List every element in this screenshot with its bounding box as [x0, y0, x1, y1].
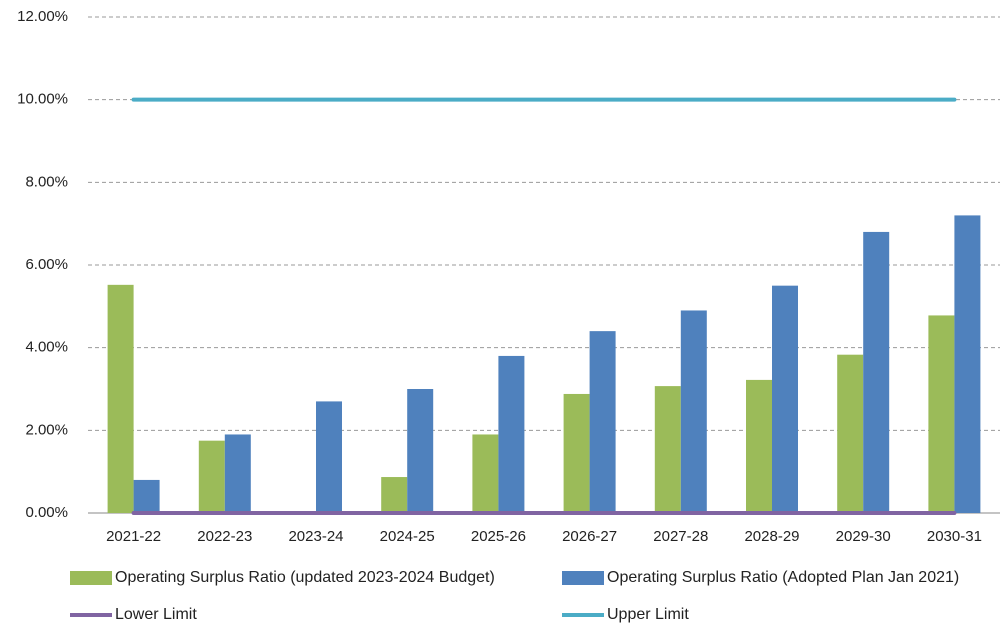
y-tick-label: 2.00% [25, 421, 68, 438]
legend-label: Operating Surplus Ratio (Adopted Plan Ja… [607, 569, 959, 586]
bar [563, 393, 590, 513]
y-tick-label: 12.00% [17, 8, 68, 25]
legend: Operating Surplus Ratio (updated 2023-20… [70, 569, 959, 623]
y-tick-label: 0.00% [25, 504, 68, 521]
bar [654, 386, 681, 513]
bar [746, 379, 772, 513]
x-tick-label: 2024-25 [380, 528, 435, 545]
bar [472, 434, 499, 513]
bar [680, 310, 707, 513]
x-tick-label: 2023-24 [288, 528, 343, 545]
bar [837, 354, 864, 513]
y-tick-label: 4.00% [25, 339, 68, 356]
bar [316, 401, 342, 513]
x-tick-label: 2022-23 [197, 528, 252, 545]
legend-swatch [70, 571, 112, 585]
bar [381, 477, 408, 513]
bar [954, 215, 981, 513]
x-tick-label: 2029-30 [836, 528, 891, 545]
y-tick-label: 8.00% [25, 173, 68, 190]
bar [133, 479, 160, 513]
bar [224, 434, 251, 513]
bar [407, 389, 434, 513]
x-tick-label: 2021-22 [106, 528, 161, 545]
x-tick-label: 2026-27 [562, 528, 617, 545]
x-tick-label: 2027-28 [653, 528, 708, 545]
legend-swatch [562, 571, 604, 585]
y-tick-label: 6.00% [25, 256, 68, 273]
y-tick-label: 10.00% [17, 91, 68, 108]
legend-label: Operating Surplus Ratio (updated 2023-20… [115, 569, 495, 586]
bar [863, 231, 890, 513]
x-tick-label: 2025-26 [471, 528, 526, 545]
bar [498, 355, 525, 513]
x-tick-label: 2028-29 [744, 528, 799, 545]
bar [772, 285, 798, 513]
x-tick-label: 2030-31 [927, 528, 982, 545]
bar [589, 331, 616, 513]
bar [198, 440, 225, 513]
legend-label: Lower Limit [115, 606, 197, 623]
bar [107, 284, 134, 513]
bar [928, 315, 955, 513]
legend-label: Upper Limit [607, 606, 689, 623]
